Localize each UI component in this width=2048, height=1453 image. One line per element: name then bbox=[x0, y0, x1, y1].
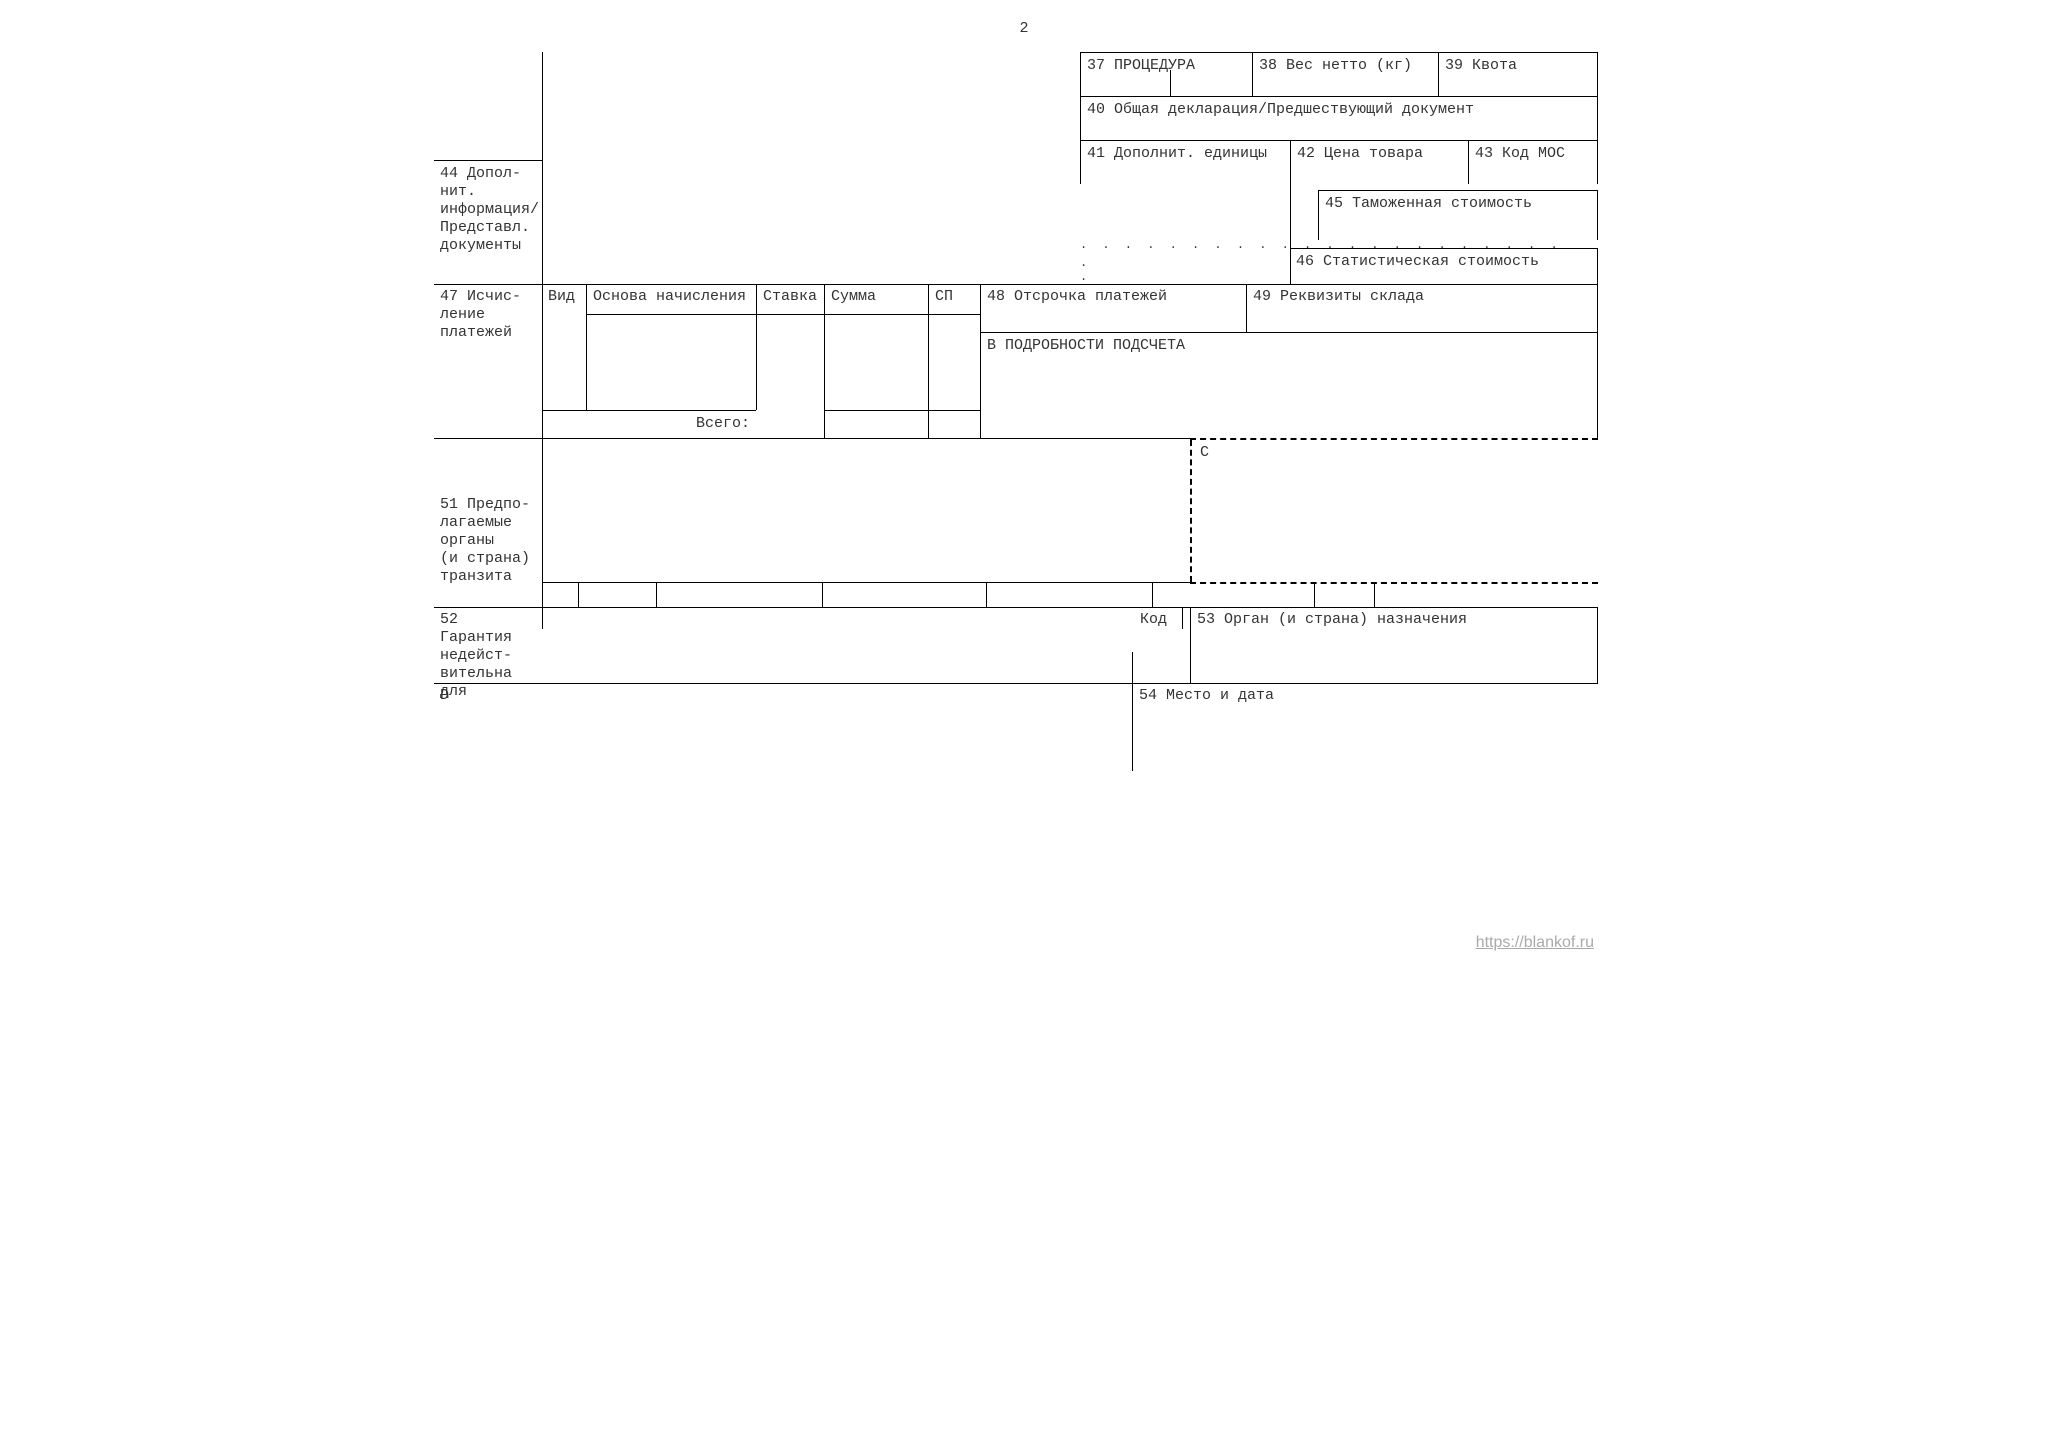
dashed-51-end bbox=[1190, 582, 1598, 584]
sub-b: В ПОДРОБНОСТИ ПОДСЧЕТА bbox=[980, 332, 1598, 438]
tick7 bbox=[1374, 582, 1387, 607]
b44-l2: нит. bbox=[440, 183, 476, 200]
b44-l3: информация/ bbox=[440, 201, 539, 218]
b44-l1: 44 Допол- bbox=[440, 165, 521, 182]
label-d: D bbox=[434, 683, 455, 708]
box-37-div bbox=[1170, 70, 1183, 96]
dot1: . bbox=[1080, 256, 1091, 270]
tick6 bbox=[1314, 582, 1327, 607]
box-44-label: 44 Допол- нит. информация/ Представл. до… bbox=[434, 160, 542, 259]
kod-stub bbox=[1132, 652, 1145, 683]
box-46: 46 Статистическая стоимость bbox=[1290, 248, 1598, 284]
b47-l3: платежей bbox=[440, 324, 512, 341]
line-51-end bbox=[542, 582, 1190, 591]
box-37: 37 ПРОЦЕДУРА bbox=[1080, 52, 1252, 96]
box-49: 49 Реквизиты склада bbox=[1246, 284, 1598, 332]
total-sp bbox=[928, 410, 980, 438]
box-38: 38 Вес нетто (кг) bbox=[1252, 52, 1438, 96]
tick2 bbox=[656, 582, 669, 607]
b47-l1: 47 Исчис- bbox=[440, 288, 521, 305]
footer-link[interactable]: https://blankof.ru bbox=[1476, 934, 1594, 952]
box-42: 42 Цена товара bbox=[1290, 140, 1468, 184]
b51-l3: органы bbox=[440, 532, 494, 549]
customs-form: 37 ПРОЦЕДУРА 38 Вес нетто (кг) 39 Квота … bbox=[434, 52, 1614, 812]
tick5 bbox=[1152, 582, 1165, 607]
total-summa bbox=[824, 410, 928, 438]
label-c: С bbox=[1194, 440, 1215, 465]
dashed-v-c bbox=[1190, 440, 1192, 582]
box-43-div bbox=[1468, 158, 1481, 184]
total-label: Всего: bbox=[542, 410, 756, 438]
box-41: 41 Дополнит. единицы bbox=[1080, 140, 1290, 184]
page-number: 2 bbox=[434, 20, 1614, 37]
b52-l3: вительна bbox=[440, 665, 512, 682]
col-stavka: Ставка bbox=[756, 284, 824, 314]
box-51-label: 51 Предпо- лагаемые органы (и страна) тр… bbox=[434, 492, 542, 590]
c47-summa bbox=[824, 314, 928, 410]
b47-l2: ление bbox=[440, 306, 485, 323]
tick3 bbox=[822, 582, 835, 607]
b44-l5: документы bbox=[440, 237, 521, 254]
box-47-label: 47 Исчис- ление платежей bbox=[434, 284, 542, 346]
col-summa: Сумма bbox=[824, 284, 928, 314]
line-below-47 bbox=[434, 438, 1190, 447]
b52-l2: недейст- bbox=[440, 647, 512, 664]
b51-l2: лагаемые bbox=[440, 514, 512, 531]
box-39: 39 Квота bbox=[1438, 52, 1598, 96]
box-48: 48 Отсрочка платежей bbox=[980, 284, 1246, 332]
box-40: 40 Общая декларация/Предшествующий докум… bbox=[1080, 96, 1598, 140]
label-kod: Код bbox=[1134, 607, 1173, 632]
b44-l4: Представл. bbox=[440, 219, 530, 236]
c47-stavka bbox=[756, 314, 824, 410]
box-45: 45 Таможенная стоимость bbox=[1318, 190, 1598, 240]
tick4 bbox=[986, 582, 999, 607]
col-osnova: Основа начисления bbox=[586, 284, 756, 314]
tick1 bbox=[578, 582, 591, 607]
box-45-div bbox=[1318, 208, 1331, 240]
box-53: 53 Орган (и страна) назначения bbox=[1190, 607, 1598, 683]
c47-osnova bbox=[586, 314, 756, 410]
dot2: . bbox=[1080, 270, 1091, 284]
box-43: 43 Код МОС bbox=[1468, 140, 1598, 184]
col-vid: Вид bbox=[542, 284, 586, 314]
c47-sp bbox=[928, 314, 980, 410]
box-54: 54 Место и дата bbox=[1132, 683, 1598, 771]
b51-l1: 51 Предпо- bbox=[440, 496, 530, 513]
col-sp: СП bbox=[928, 284, 980, 314]
b52-leftdiv bbox=[542, 607, 555, 629]
b51-l5: транзита bbox=[440, 568, 512, 585]
dashed-right bbox=[1190, 438, 1598, 440]
b52-l1: 52 Гарантия bbox=[440, 611, 512, 646]
b51-l4: (и страна) bbox=[440, 550, 530, 567]
